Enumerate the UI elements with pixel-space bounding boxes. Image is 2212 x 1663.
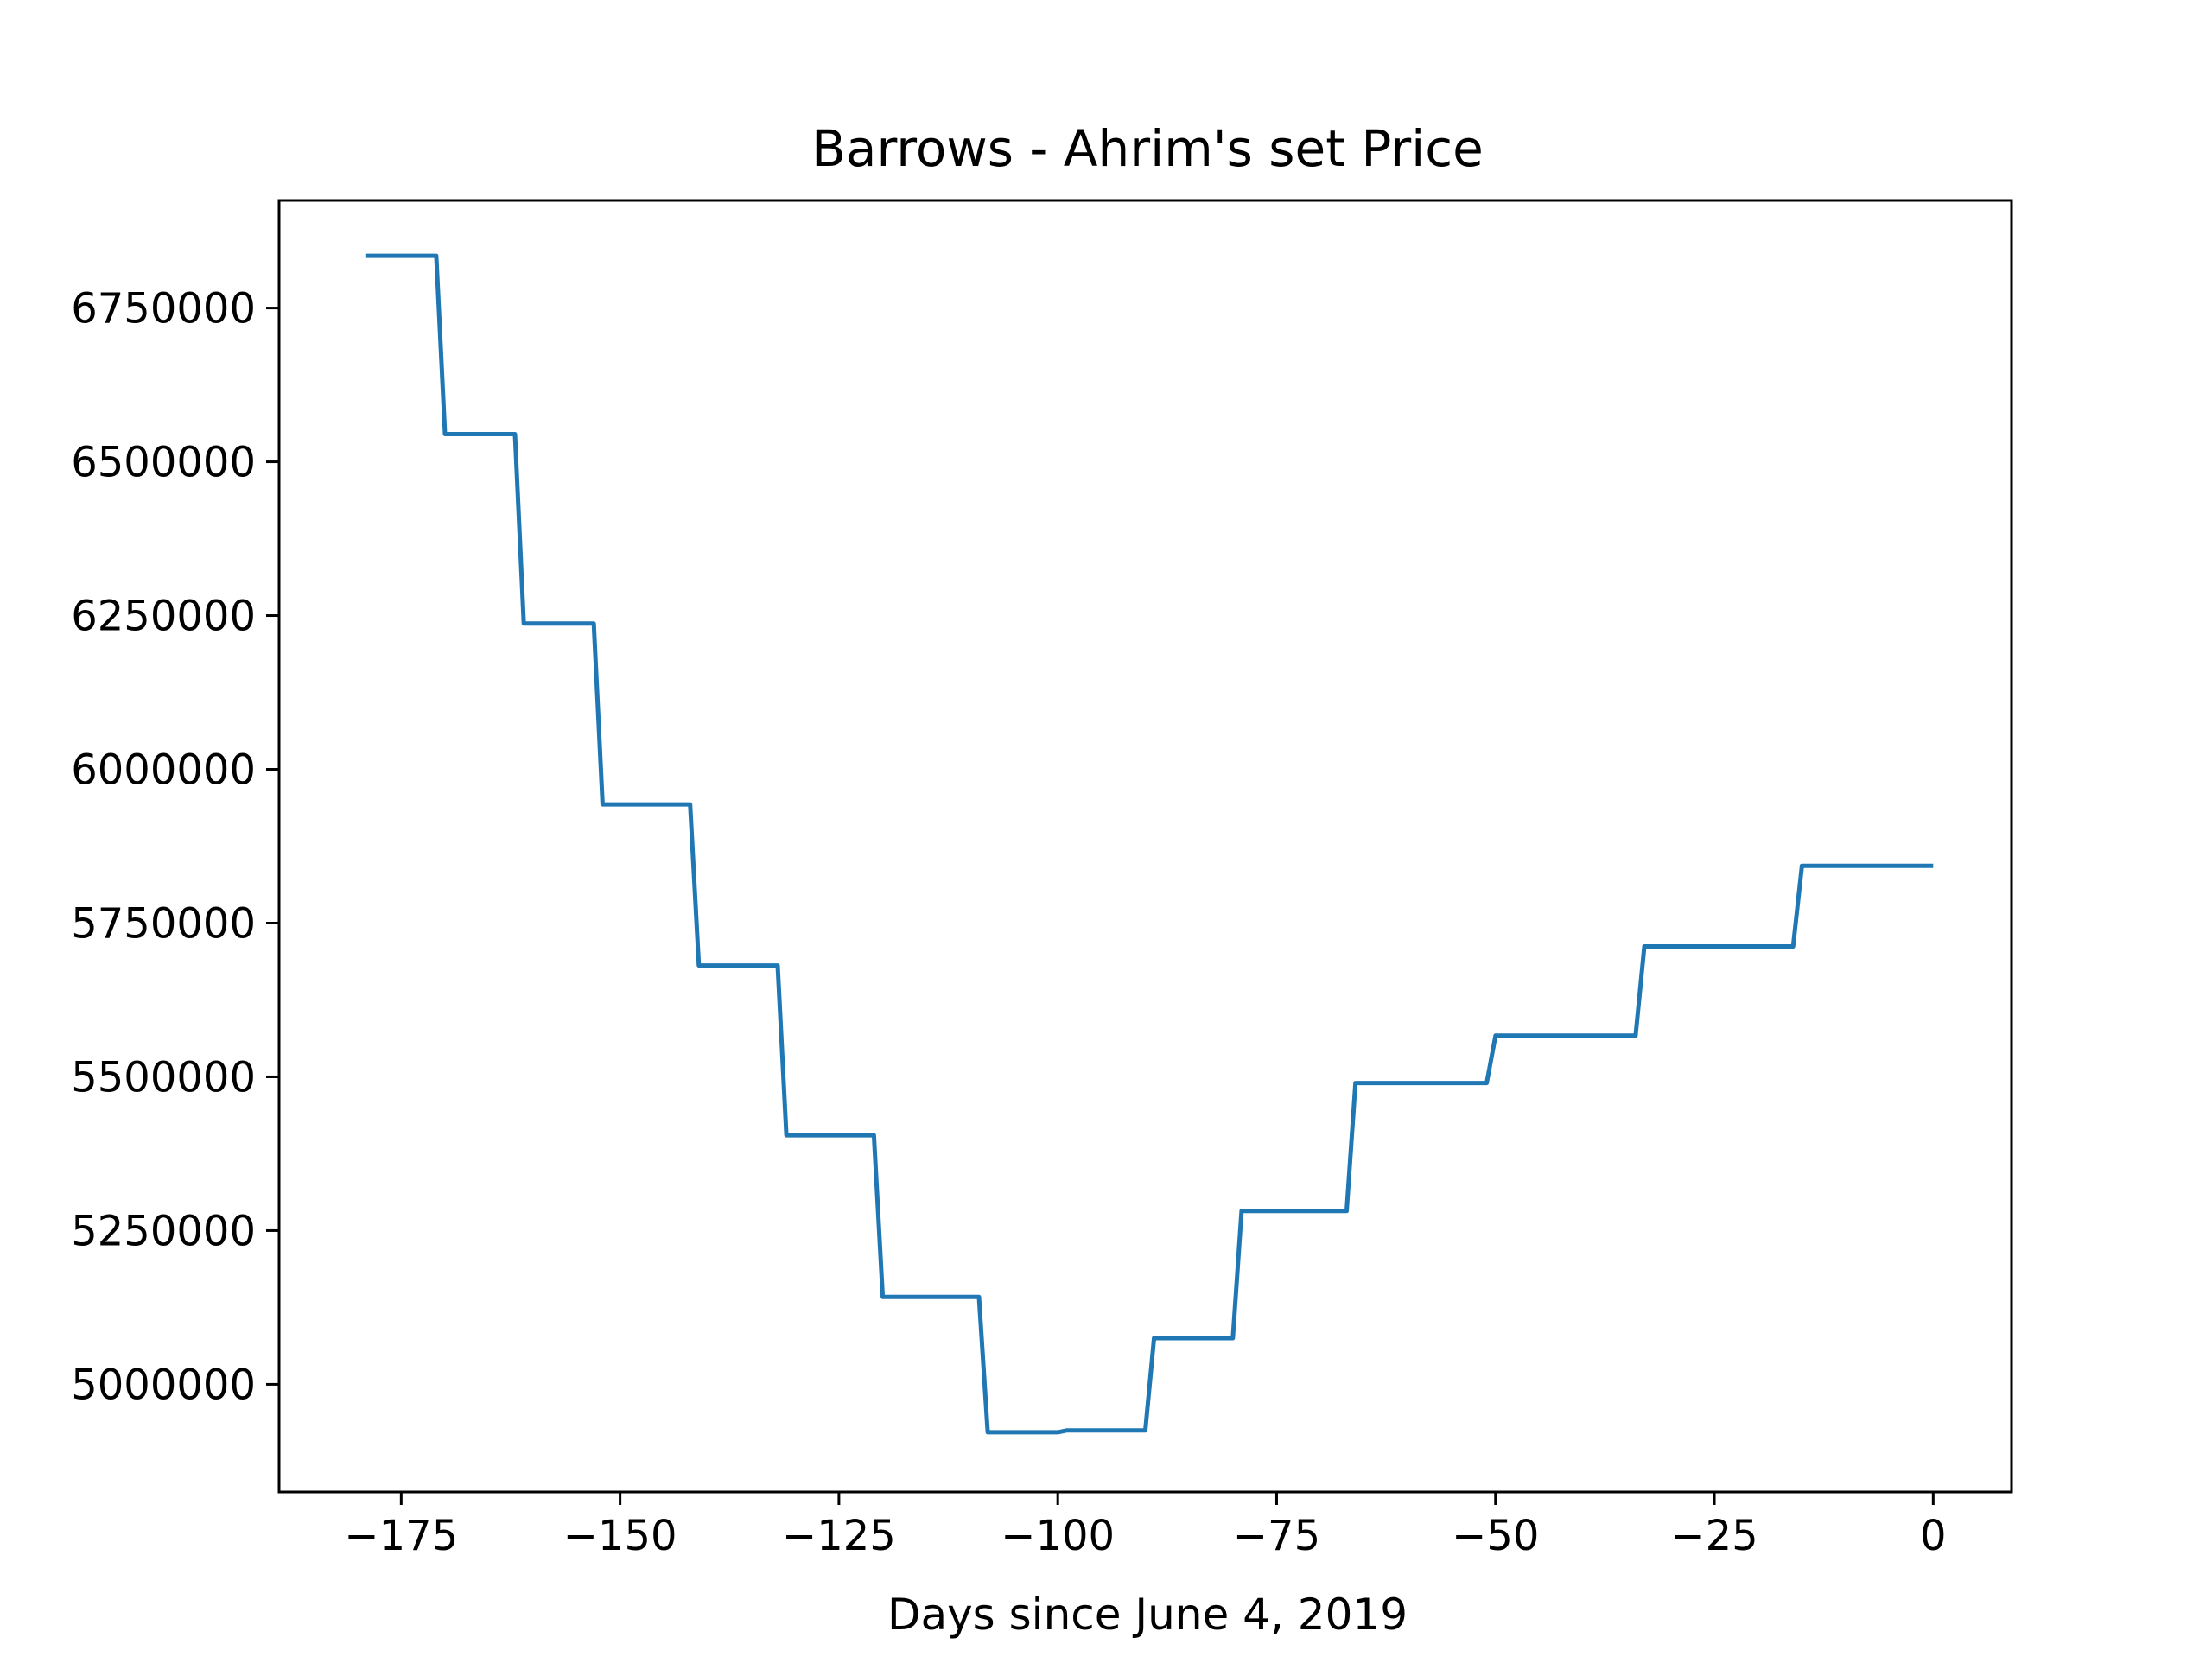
y-tick-label: 5250000 <box>71 1207 256 1255</box>
y-tick-label: 6000000 <box>71 746 256 795</box>
x-tick-label: −100 <box>1001 1512 1115 1560</box>
chart-title: Barrows - Ahrim's set Price <box>811 119 1484 178</box>
series-line-1 <box>365 253 1934 1435</box>
y-axis: 5000000 5250000 5500000 5750000 6000000 62500… <box>71 285 279 1409</box>
x-tick-label: −75 <box>1233 1512 1320 1560</box>
y-tick-label: 5750000 <box>71 899 256 948</box>
x-tick-label: 0 <box>1920 1512 1947 1560</box>
x-axis-label: Days since June 4, 2019 <box>887 1590 1408 1640</box>
x-tick-label: −150 <box>563 1512 677 1560</box>
y-tick-label: 5000000 <box>71 1361 256 1409</box>
y-tick-label: 6750000 <box>71 285 256 333</box>
plot-area <box>365 253 1934 1435</box>
x-tick-label: −25 <box>1670 1512 1758 1560</box>
y-tick-label: 6500000 <box>71 439 256 487</box>
x-tick-label: −125 <box>782 1512 896 1560</box>
x-axis: −175 −150 −125 −100 −75 −50 −25 0 <box>344 1492 1947 1560</box>
x-tick-label: −50 <box>1452 1512 1539 1560</box>
y-tick-label: 5500000 <box>71 1053 256 1101</box>
y-tick-label: 6250000 <box>71 593 256 641</box>
axes-frame <box>277 199 2013 1494</box>
x-tick-label: −175 <box>344 1512 458 1560</box>
